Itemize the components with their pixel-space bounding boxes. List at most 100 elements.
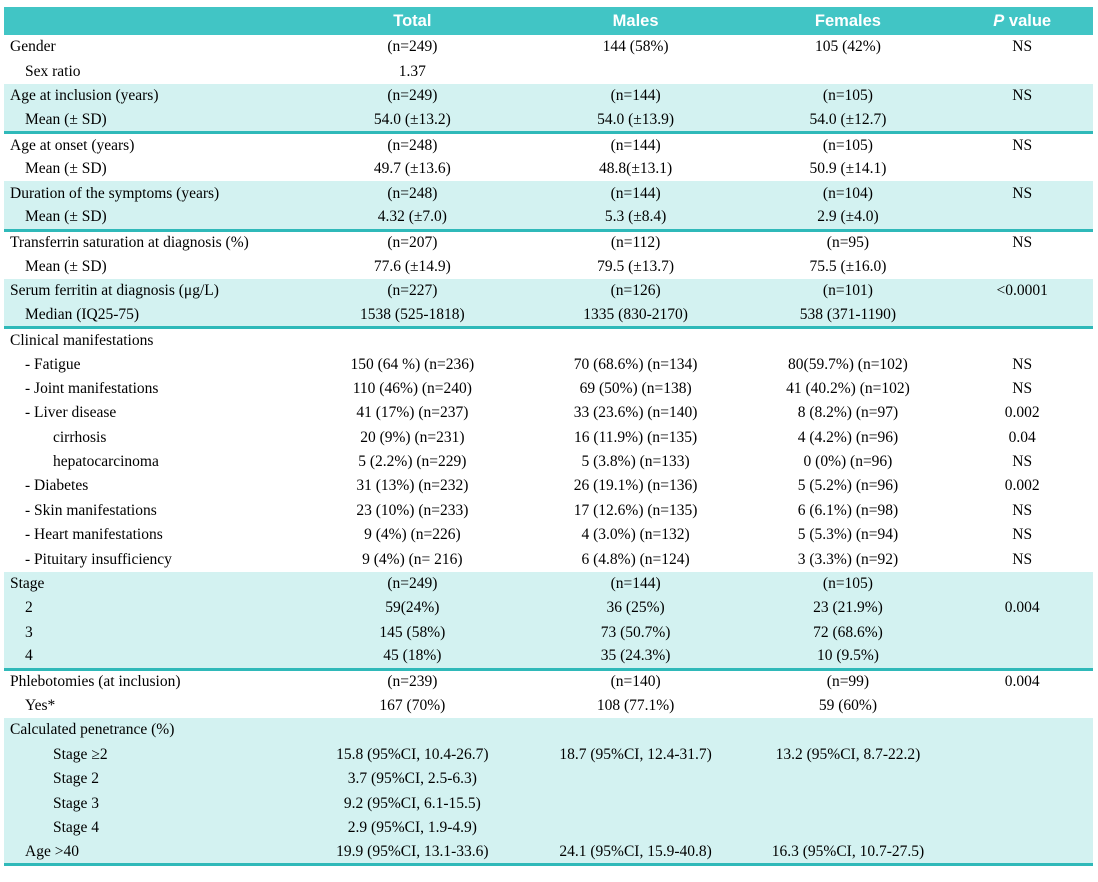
cell-females: 5 (5.2%) (n=96) — [797, 477, 899, 495]
cell-p-value: 0.04 — [1008, 428, 1036, 446]
cell-males — [527, 791, 745, 815]
cell-males: 73 (50.7%) — [600, 623, 671, 641]
cell-total: 31 (13%) (n=232) — [356, 477, 469, 495]
row-label: Yes* — [25, 696, 56, 714]
cell-females: 2.9 (±4.0) — [817, 208, 879, 226]
row-label: Stage 2 — [53, 770, 100, 788]
table-header: Total Males Females P value — [4, 7, 1093, 35]
cell-males: (n=126) — [610, 282, 661, 300]
cell-total: 5 (2.2%) (n=229) — [358, 453, 467, 471]
cell-total: 59(24%) — [385, 599, 440, 617]
row-label: - Liver disease — [25, 404, 117, 422]
cell-males: 6 (4.8%) (n=124) — [581, 550, 690, 568]
cell-total — [298, 328, 527, 352]
cell-total: 4.32 (±7.0) — [377, 208, 447, 226]
row-label: - Heart manifestations — [25, 526, 163, 544]
cell-total: 49.7 (±13.6) — [373, 160, 451, 178]
table-row: - Pituitary insufficiency 9 (4%) (n= 216… — [4, 547, 1093, 571]
cell-total: 110 (46%) (n=240) — [352, 379, 472, 397]
row-group: Gender (n=249) 144 (58%) 105 (42%) NS Se… — [4, 35, 1093, 84]
cell-males: 1335 (830-2170) — [583, 305, 688, 323]
row-label: Mean (± SD) — [25, 257, 107, 275]
cell-males — [527, 816, 745, 840]
cell-females: (n=105) — [822, 575, 873, 593]
cell-males: 18.7 (95%CI, 12.4-31.7) — [559, 745, 712, 763]
cell-females — [745, 816, 952, 840]
cell-p-value: <0.0001 — [996, 282, 1048, 300]
cell-females: 538 (371-1190) — [799, 305, 897, 323]
cell-females: 41 (40.2%) (n=102) — [786, 379, 910, 397]
cell-males: 79.5 (±13.7) — [597, 257, 675, 275]
cell-males: 4 (3.0%) (n=132) — [581, 526, 690, 544]
table-row: Mean (± SD) 4.32 (±7.0) 5.3 (±8.4) 2.9 (… — [4, 206, 1093, 230]
cell-p-value — [951, 157, 1093, 181]
cell-total — [298, 718, 527, 742]
table-row: 2 59(24%) 36 (25%) 23 (21.9%) 0.004 — [4, 596, 1093, 620]
cell-p-value: NS — [1012, 550, 1033, 568]
cell-females — [745, 59, 952, 83]
cell-females: 75.5 (±16.0) — [809, 257, 887, 275]
cell-p-value: NS — [1012, 87, 1033, 105]
table-row: Sex ratio 1.37 — [4, 59, 1093, 83]
row-label: Stage — [10, 575, 45, 593]
cell-p-value — [951, 816, 1093, 840]
row-group: Serum ferritin at diagnosis (μg/L) (n=22… — [4, 278, 1093, 328]
table-row: Transferrin saturation at diagnosis (%) … — [4, 230, 1093, 254]
cell-males: 35 (24.3%) — [600, 647, 671, 665]
row-label: 4 — [25, 647, 33, 665]
table-row: - Fatigue 150 (64 %) (n=236) 70 (68.6%) … — [4, 352, 1093, 376]
row-label: Duration of the symptoms (years) — [10, 184, 220, 202]
table-row: Gender (n=249) 144 (58%) 105 (42%) NS — [4, 35, 1093, 59]
table-row: Stage 3 9.2 (95%CI, 6.1-15.5) — [4, 791, 1093, 815]
row-label: Sex ratio — [25, 62, 81, 80]
cell-females: 23 (21.9%) — [813, 599, 883, 617]
cell-males — [527, 718, 745, 742]
row-label: Calculated penetrance (%) — [10, 721, 175, 739]
cell-males: 24.1 (95%CI, 15.9-40.8) — [559, 842, 712, 860]
cell-males: 26 (19.1%) (n=136) — [573, 477, 698, 495]
cell-males — [527, 767, 745, 791]
cell-p-value: NS — [1012, 453, 1033, 471]
cell-males: (n=140) — [610, 673, 661, 691]
cell-total: 77.6 (±14.9) — [373, 257, 451, 275]
cell-total: 145 (58%) — [379, 623, 446, 641]
cell-males: 5 (3.8%) (n=133) — [581, 453, 690, 471]
cell-p-value — [951, 303, 1093, 327]
cell-p-value: NS — [1012, 38, 1033, 56]
cell-total: (n=249) — [387, 575, 438, 593]
row-label: hepatocarcinoma — [53, 453, 159, 471]
cell-males: 17 (12.6%) (n=135) — [573, 501, 698, 519]
table-row: Duration of the symptoms (years) (n=248)… — [4, 181, 1093, 205]
table-row: - Liver disease 41 (17%) (n=237) 33 (23.… — [4, 401, 1093, 425]
cell-females: 50.9 (±14.1) — [809, 160, 887, 178]
cell-p-value: 0.002 — [1004, 477, 1040, 495]
cell-males: (n=144) — [610, 575, 661, 593]
cell-p-value — [951, 718, 1093, 742]
row-label: Phlebotomies (at inclusion) — [10, 673, 181, 691]
cell-total: 9 (4%) (n= 216) — [362, 550, 463, 568]
cell-p-value: NS — [1012, 379, 1033, 397]
cell-females: 105 (42%) — [815, 38, 881, 56]
table-row: Phlebotomies (at inclusion) (n=239) (n=1… — [4, 669, 1093, 693]
table-row: Age at onset (years) (n=248) (n=144) (n=… — [4, 133, 1093, 157]
cell-males: 5.3 (±8.4) — [604, 208, 667, 226]
cell-males — [527, 328, 745, 352]
cell-p-value — [951, 694, 1093, 718]
cell-females: 3 (3.3%) (n=92) — [797, 550, 899, 568]
cell-p-value — [951, 742, 1093, 766]
cell-females: 13.2 (95%CI, 8.7-22.2) — [775, 745, 921, 763]
cell-total: 20 (9%) (n=231) — [360, 428, 465, 446]
row-label: Age >40 — [25, 842, 79, 860]
table-row: Mean (± SD) 49.7 (±13.6) 48.8(±13.1) 50.… — [4, 157, 1093, 181]
p-value-rest: value — [1004, 11, 1052, 30]
cell-p-value — [951, 572, 1093, 596]
cell-females: (n=101) — [822, 282, 873, 300]
cell-males: 33 (23.6%) (n=140) — [573, 404, 698, 422]
table-row: - Heart manifestations 9 (4%) (n=226) 4 … — [4, 523, 1093, 547]
cell-total: (n=248) — [387, 184, 438, 202]
cell-total: 3.7 (95%CI, 2.5-6.3) — [347, 770, 477, 788]
row-group: Stage (n=249) (n=144) (n=105) 2 59(24%) … — [4, 571, 1093, 670]
cell-males: (n=144) — [610, 184, 661, 202]
cell-females: (n=104) — [822, 184, 873, 202]
